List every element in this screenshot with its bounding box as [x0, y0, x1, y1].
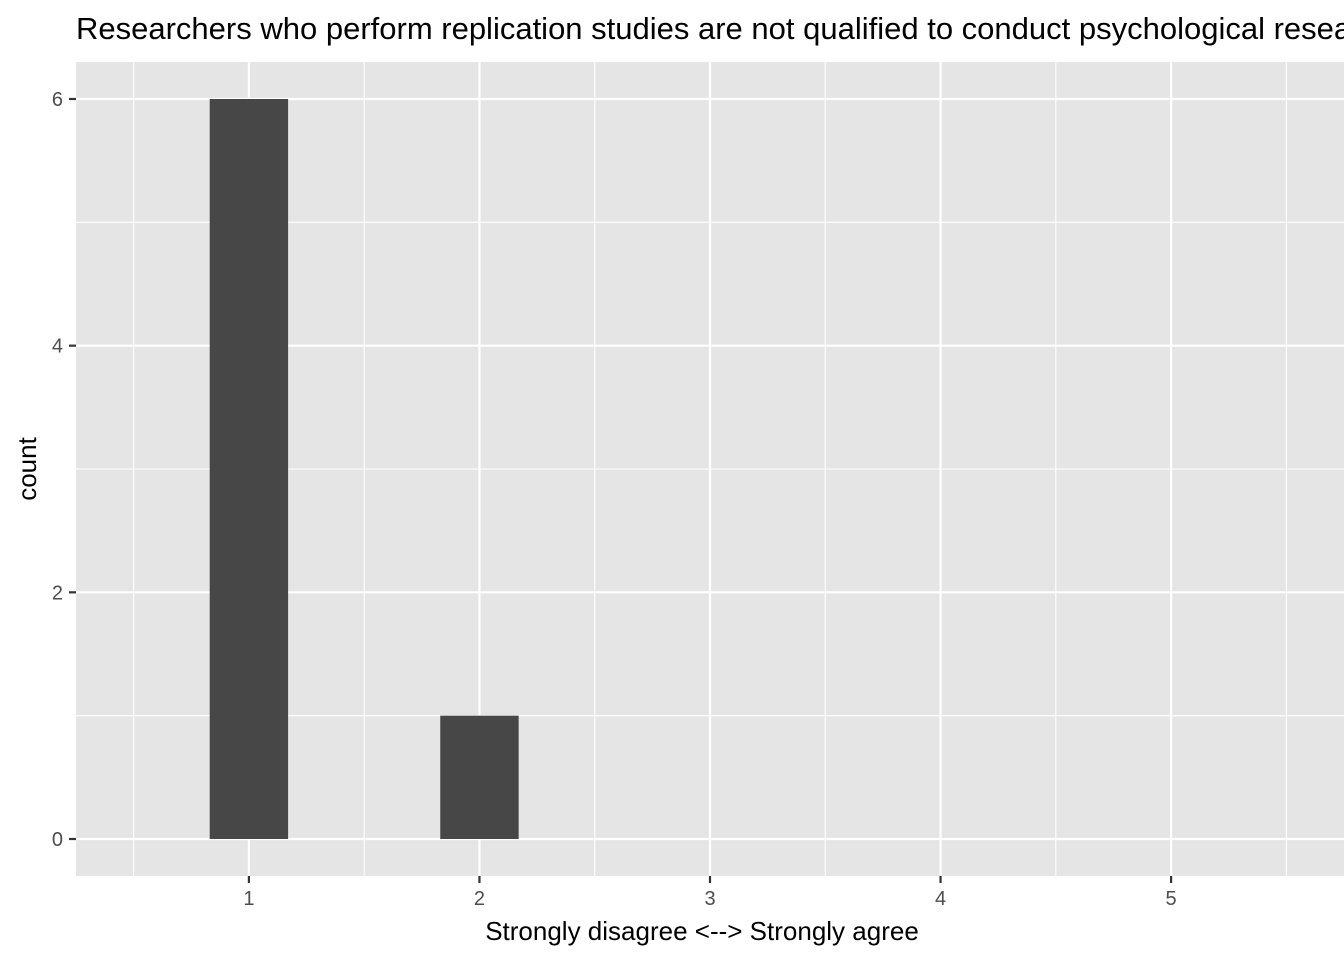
- x-tick-label: 5: [1166, 888, 1177, 910]
- x-tick-label: 1: [243, 888, 254, 910]
- y-axis-title: count: [12, 436, 42, 500]
- x-axis-title: Strongly disagree <--> Strongly agree: [485, 916, 919, 946]
- y-axis: 0 2 4 6: [52, 89, 76, 851]
- x-tick-label: 4: [935, 888, 946, 910]
- x-axis: 1 2 3 4 5: [243, 876, 1177, 910]
- y-tick-label: 2: [52, 582, 63, 604]
- x-tick-label: 2: [474, 888, 485, 910]
- y-tick-label: 6: [52, 89, 63, 111]
- bar-2: [440, 715, 519, 839]
- x-tick-label: 3: [704, 888, 715, 910]
- chart-title: Researchers who perform replication stud…: [76, 11, 1344, 46]
- bars: [209, 99, 519, 839]
- y-tick-label: 4: [52, 336, 63, 358]
- y-tick-label: 0: [52, 829, 63, 851]
- bar-1: [209, 99, 289, 839]
